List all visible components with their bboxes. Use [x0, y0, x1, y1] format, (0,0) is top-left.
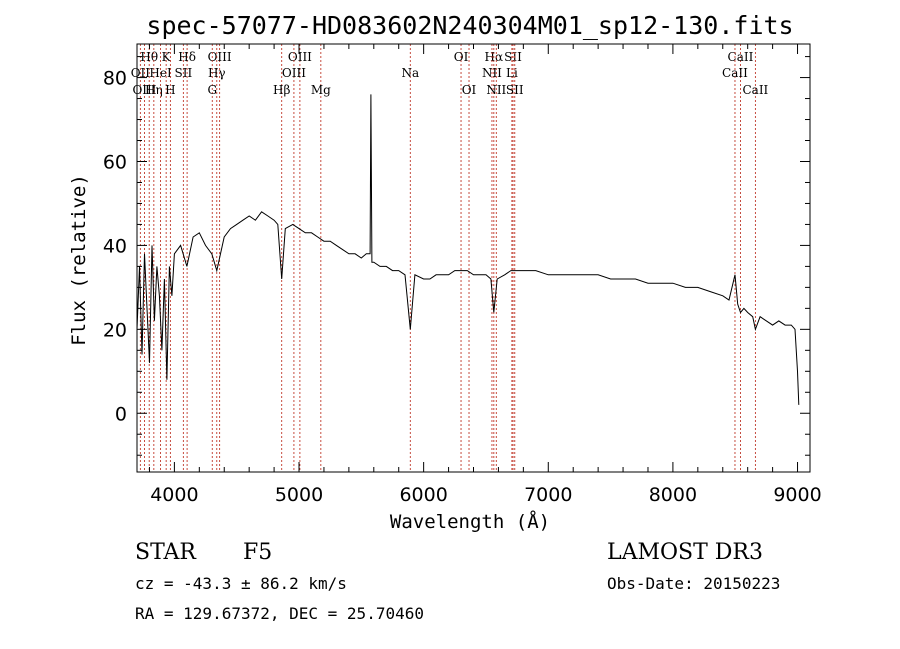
chart-title: spec-57077-HD083602N240304M01_sp12-130.f…: [146, 11, 793, 40]
x-tick-label: 9000: [773, 484, 821, 506]
spectral-line-label: HeI: [149, 66, 172, 80]
sky-coordinates: RA = 129.67372, DEC = 25.70460: [135, 604, 424, 623]
observation-date: Obs-Date: 20150223: [607, 574, 780, 593]
object-class: STAR: [135, 540, 197, 565]
object-subclass: F5: [243, 540, 272, 565]
y-tick-label: 40: [103, 235, 127, 257]
spectral-line-label: Li: [506, 66, 518, 80]
spectral-line-label: K: [162, 50, 172, 64]
y-axis-label: Flux (relative): [68, 174, 90, 346]
spectral-line-label: OI: [454, 50, 469, 64]
spectral-line-label: OII: [131, 66, 151, 80]
spectral-line-label: Na: [401, 66, 419, 80]
spectral-line-label: Hη: [145, 83, 163, 97]
y-tick-label: 20: [103, 319, 127, 341]
x-axis-label: Wavelength (Å): [390, 510, 550, 533]
flux-series-line: [136, 94, 800, 405]
y-tick-label: 80: [103, 68, 127, 90]
redshift-velocity: cz = -43.3 ± 86.2 km/s: [135, 574, 347, 593]
spectral-line-label: Hβ: [273, 83, 290, 97]
spectral-line-label: Hθ: [140, 50, 158, 64]
spectral-line-label: Hγ: [208, 66, 226, 80]
spectral-line-label: CaII: [728, 50, 754, 64]
plot-frame: [136, 43, 811, 473]
spectral-line-label: CaII: [742, 83, 768, 97]
spectral-line-label: G: [207, 83, 217, 97]
spectral-line-label: OIII: [282, 66, 306, 80]
y-tick-label: 60: [103, 151, 127, 173]
x-tick-label: 7000: [524, 484, 572, 506]
spectral-line-label: OI: [462, 83, 477, 97]
spectral-line-label: OIII: [208, 50, 232, 64]
spectral-line-label: SII: [506, 83, 524, 97]
y-tick-label: 0: [115, 403, 127, 425]
spectral-line-label: H: [165, 83, 175, 97]
spectral-line-label: SII: [175, 66, 193, 80]
x-tick-label: 4000: [150, 484, 198, 506]
spectral-line-label: OIII: [288, 50, 312, 64]
spectral-line-label: Hδ: [178, 50, 196, 64]
spectral-line-label: OIII: [132, 83, 156, 97]
spectral-line-label: Mg: [311, 83, 331, 97]
spectral-line-label: NII: [486, 83, 506, 97]
spectral-line-label: NII: [482, 66, 502, 80]
x-tick-label: 6000: [399, 484, 447, 506]
survey-name: LAMOST DR3: [607, 540, 763, 565]
x-tick-label: 8000: [649, 484, 697, 506]
spectral-line-label: CaII: [722, 66, 748, 80]
spectrum-series: [136, 94, 800, 405]
x-tick-label: 5000: [275, 484, 323, 506]
plot-axes: 4000 5000 6000 7000 8000 9000 0 20 40 60 80: [103, 43, 822, 506]
spectral-line-label: Hα: [485, 50, 504, 64]
spectral-line-label: SII: [504, 50, 522, 64]
